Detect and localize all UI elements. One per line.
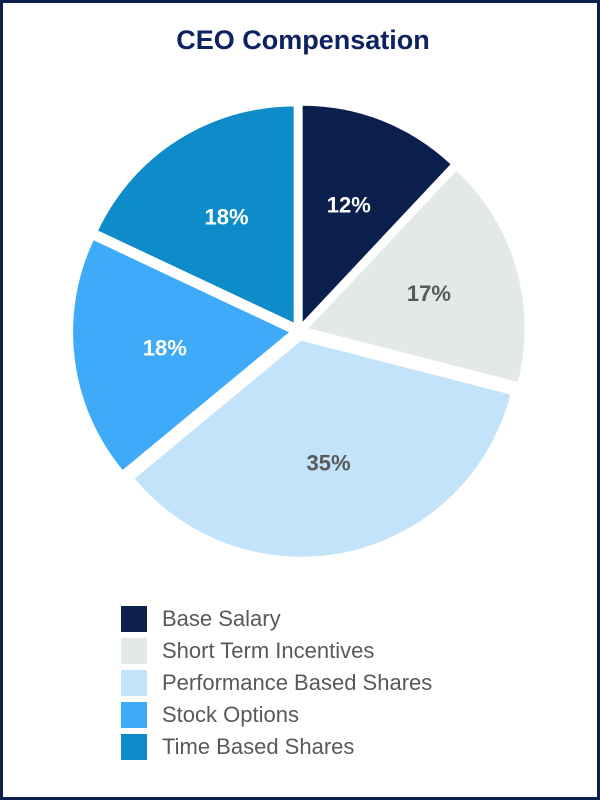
legend-label: Stock Options: [162, 702, 299, 727]
pie-chart: 12% 17% 35% 18% 18%: [73, 105, 525, 557]
data-label-performance-based-shares: 35%: [306, 451, 350, 476]
chart-legend: Base Salary Short Term Incentives Performa…: [121, 603, 432, 763]
legend-item-performance-based-shares: Performance Based Shares: [121, 667, 432, 699]
legend-label: Base Salary: [162, 606, 281, 631]
legend-swatch: [121, 670, 147, 696]
chart-title: CEO Compensation: [176, 25, 430, 55]
data-label-stock-options: 18%: [143, 335, 187, 360]
data-label-base-salary: 12%: [327, 193, 371, 218]
legend-swatch: [121, 638, 147, 664]
data-label-time-based-shares: 18%: [204, 204, 248, 229]
legend-swatch: [121, 702, 147, 728]
pie-slice-stock-options: [73, 240, 290, 470]
legend-item-base-salary: Base Salary: [121, 603, 432, 635]
legend-label: Short Term Incentives: [162, 638, 375, 663]
legend-item-short-term-incentives: Short Term Incentives: [121, 635, 432, 667]
legend-label: Time Based Shares: [162, 734, 355, 759]
pie-slice-performance-based-shares: [134, 340, 511, 557]
legend-item-stock-options: Stock Options: [121, 699, 432, 731]
legend-label: Performance Based Shares: [162, 670, 433, 695]
pie-slice-time-based-shares: [98, 106, 294, 323]
pie-slice-short-term-incentives: [308, 170, 525, 382]
data-label-short-term-incentives: 17%: [407, 281, 451, 306]
legend-swatch: [121, 606, 147, 632]
legend-item-time-based-shares: Time Based Shares: [121, 731, 432, 763]
pie-slice-base-salary: [302, 105, 451, 322]
legend-swatch: [121, 734, 147, 760]
